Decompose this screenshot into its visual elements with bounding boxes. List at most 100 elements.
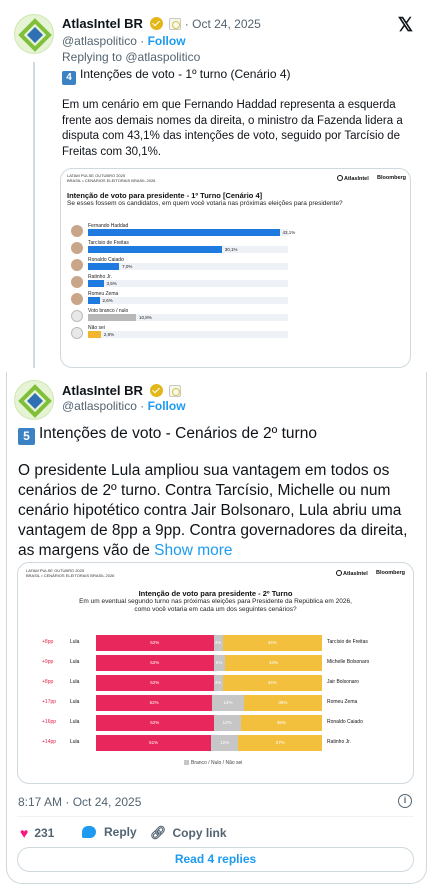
bar <box>88 297 100 304</box>
card-small-header: LATAM PULSE OUTUBRO 2025 BRASIL • CENÁRI… <box>67 173 156 183</box>
bloomberg-brand: Bloomberg <box>377 175 407 181</box>
verified-badge-icon <box>149 384 163 397</box>
bar <box>88 263 120 270</box>
copy-link-button[interactable]: 🔗︎ Copy link <box>150 825 227 841</box>
tweet-heading: 4 Intenções de voto - 1º turno (Cenário 4… <box>62 67 291 85</box>
chart-row: Romeu Zema 2,6% <box>71 291 291 307</box>
chart-row: Tarcísio de Freitas 30,1% <box>71 240 291 256</box>
candidate-photo <box>71 327 83 339</box>
other-bar: 12% <box>211 735 239 751</box>
candidate-photo <box>71 259 83 271</box>
card-small-header: LATAM PULSE OUTUBRO 2025 BRASIL • CENÁRI… <box>26 568 115 578</box>
opponent-bar: 37% <box>238 735 322 751</box>
author-name[interactable]: AtlasIntel BR <box>62 383 182 398</box>
tweet-heading-text: Intenções de voto - Cenários de 2º turno <box>39 425 317 442</box>
opponent-bar: 44% <box>222 635 322 651</box>
bar-track: 2,6% <box>88 297 288 304</box>
avatar[interactable] <box>14 14 54 54</box>
atlas-dot-icon <box>336 570 342 576</box>
tweet-heading-text: Intenções de voto - 1º turno (Cenário 4) <box>80 67 291 81</box>
tick-label: Romeu Zema <box>88 291 119 297</box>
data-label: 7,0% <box>122 264 133 269</box>
margin-label: +16pp <box>42 719 57 725</box>
other-bar: 12% <box>213 715 241 731</box>
tick-label: Lula <box>70 679 80 685</box>
heart-icon: ♥ <box>20 825 29 841</box>
avatar[interactable] <box>14 380 54 420</box>
atlas-logo-icon <box>18 384 52 418</box>
bloomberg-brand: Bloomberg <box>376 570 406 576</box>
atlas-dot-icon <box>337 175 343 181</box>
tweet-body-text: O presidente Lula ampliou sua vantagem e… <box>18 462 408 559</box>
tick-label: Ratinho Jr. <box>327 739 351 745</box>
like-button[interactable]: ♥ 231 <box>20 825 54 841</box>
candidate-photo <box>71 276 83 288</box>
margin-label: +8pp <box>42 639 54 645</box>
bar <box>88 314 136 321</box>
link-icon: 🔗︎ <box>150 825 167 840</box>
margin-label: +8pp <box>42 679 54 685</box>
read-replies-button[interactable]: Read 4 replies <box>17 847 414 872</box>
author-name[interactable]: AtlasIntel BR · Oct 24, 2025 <box>62 16 261 31</box>
copy-link-label: Copy link <box>172 826 227 840</box>
lula-bar: 51% <box>96 735 212 751</box>
reply-bubble-icon <box>82 826 96 838</box>
info-icon[interactable]: i <box>398 794 412 808</box>
atlas-logo-icon <box>18 18 52 52</box>
opponent-bar: 43% <box>224 655 322 671</box>
reply-button[interactable]: Reply <box>82 825 137 839</box>
tick-label: Voto branco / nulo <box>88 308 129 314</box>
tweet-date[interactable]: Oct 24, 2025 <box>192 17 261 31</box>
data-label: 2,6% <box>102 298 113 303</box>
data-label: 30,1% <box>224 247 238 252</box>
tick-label: Lula <box>70 659 80 665</box>
like-count: 231 <box>34 826 55 840</box>
chart-row: Ratinho Jr. 3,5% <box>71 274 291 290</box>
follow-button[interactable]: Follow <box>147 34 186 48</box>
number-badge: 4 <box>62 71 76 85</box>
show-more-link[interactable]: Show more <box>154 542 233 559</box>
author-handle[interactable]: @atlaspolitico <box>62 34 137 48</box>
tweet-timestamp[interactable]: 8:17 AM · Oct 24, 2025 <box>18 795 142 809</box>
chart-row: +9pp Lula 52% 5% 43% Michelle Bolsonaro <box>18 655 413 671</box>
chart-subtitle: Em um eventual segundo turno nas próxima… <box>79 598 352 613</box>
chart-row: +8pp Lula 52% 4% 44% Tarcísio de Freitas <box>18 635 413 651</box>
data-label: 43,1% <box>282 230 296 235</box>
thread-line <box>33 62 35 368</box>
other-bar: 5% <box>213 655 225 671</box>
chart-row: Voto branco / nulo 10,8% <box>71 308 291 324</box>
opponent-bar: 36% <box>240 715 322 731</box>
lula-bar: 52% <box>96 635 214 651</box>
tick-label: Ronaldo Caiado <box>327 719 363 725</box>
chart-image-card[interactable]: LATAM PULSE OUTUBRO 2025 BRASIL • CENÁRI… <box>60 168 411 368</box>
x-logo-icon[interactable]: 𝕏 <box>397 15 413 36</box>
margin-label: +17pp <box>42 699 57 705</box>
tweet-heading: 5 Intenções de voto - Cenários de 2º turn… <box>18 424 317 445</box>
candidate-photo <box>71 293 83 305</box>
tick-label: Tarcísio de Freitas <box>88 240 129 246</box>
chart-image-card[interactable]: LATAM PULSE OUTUBRO 2025 BRASIL • CENÁRI… <box>17 562 414 784</box>
author-name-text: AtlasIntel BR <box>62 16 143 31</box>
margin-label: +14pp <box>42 739 57 745</box>
chart-subtitle: Se esses fossem os candidatos, em quem v… <box>67 200 343 207</box>
affiliate-badge-icon <box>169 18 182 30</box>
chart-row: +8pp Lula 52% 4% 44% Jair Bolsonaro <box>18 675 413 691</box>
follow-button[interactable]: Follow <box>147 399 186 413</box>
chart-row: +16pp Lula 52% 12% 36% Ronaldo Caiado <box>18 715 413 731</box>
candidate-photo <box>71 242 83 254</box>
chart-legend: Branco / Nulo / Não sei <box>184 760 242 766</box>
bar <box>88 246 222 253</box>
author-name-text: AtlasIntel BR <box>62 383 143 398</box>
tick-label: Michelle Bolsonaro <box>327 659 370 665</box>
tick-label: Lula <box>70 719 80 725</box>
bar-track: 10,8% <box>88 314 288 321</box>
chart-row: Ronaldo Caiado 7,0% <box>71 257 291 273</box>
tick-label: Romeu Zema <box>327 699 358 705</box>
margin-label: +9pp <box>42 659 54 665</box>
affiliate-badge-icon <box>169 385 182 397</box>
bar-track: 7,0% <box>88 263 288 270</box>
replying-to[interactable]: Replying to @atlaspolitico <box>62 50 201 64</box>
author-handle[interactable]: @atlaspolitico <box>62 399 137 413</box>
bar <box>88 229 280 236</box>
bar <box>88 280 104 287</box>
